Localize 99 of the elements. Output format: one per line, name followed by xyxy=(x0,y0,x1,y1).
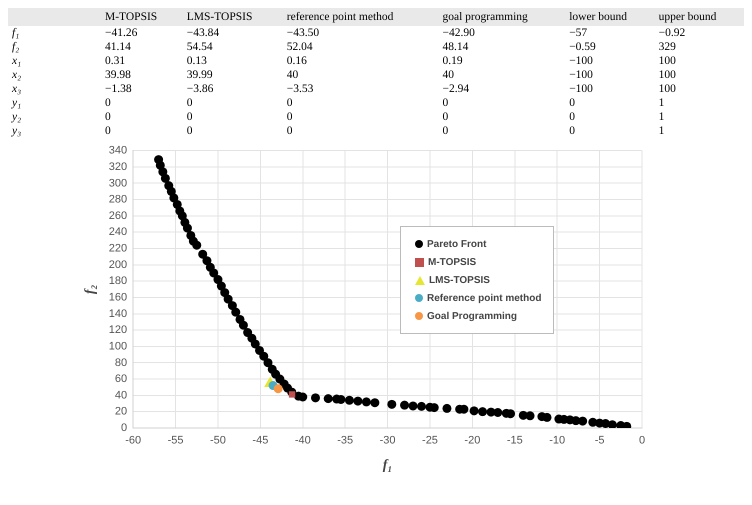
text: 0 xyxy=(569,125,575,137)
legend-label: Reference point method xyxy=(427,292,542,304)
x-tick-label: -10 xyxy=(549,434,566,447)
x-tick-label: 0 xyxy=(638,434,646,447)
text: 329 xyxy=(658,41,676,53)
text: 54.54 xyxy=(186,41,213,53)
text: −0.92 xyxy=(658,27,686,39)
y-tick-label: 240 xyxy=(108,226,128,238)
text: 100 xyxy=(658,69,676,81)
text: −43.84 xyxy=(186,27,220,39)
y-tick-label: 40 xyxy=(114,389,128,402)
text: −3.53 xyxy=(286,83,314,95)
text: 41.14 xyxy=(105,41,131,53)
text: 0.31 xyxy=(105,55,126,67)
y-tick-label: 20 xyxy=(114,406,128,418)
legend-label: M-TOPSIS xyxy=(428,256,476,268)
x-tick-label: -45 xyxy=(252,434,268,447)
y-tick-label: 220 xyxy=(108,242,128,255)
y-tick-label: 160 xyxy=(108,291,128,304)
text: −3.86 xyxy=(186,83,214,95)
category-label: M-TOPSIS xyxy=(104,10,158,25)
y-axis-title: f₂ xyxy=(83,284,98,294)
y-tick-label: 200 xyxy=(108,258,128,271)
text: 0 xyxy=(186,97,193,109)
text: 0 xyxy=(286,125,293,137)
text: −57 xyxy=(569,27,588,39)
text: 0 xyxy=(442,111,448,123)
category-label: y₂ xyxy=(12,111,22,123)
legend-label: Goal Programming xyxy=(427,310,518,322)
text: 0 xyxy=(442,125,448,137)
text: 39.98 xyxy=(105,69,131,81)
category-label: f₂ xyxy=(12,41,20,53)
y-tick-label: 0 xyxy=(121,422,128,434)
x-tick-label: -15 xyxy=(506,434,523,447)
x-tick-label: -20 xyxy=(464,434,480,447)
category-label: y₁ xyxy=(12,97,22,109)
x-tick-label: -60 xyxy=(125,434,142,447)
text: 40 xyxy=(442,69,454,81)
text: −100 xyxy=(569,55,593,67)
text: 48.14 xyxy=(442,41,468,53)
text: 0 xyxy=(186,125,193,137)
text: −42.90 xyxy=(442,27,475,39)
text: 40 xyxy=(286,69,298,81)
y-tick-label: 140 xyxy=(108,308,128,320)
x-tick-label: -30 xyxy=(380,434,396,447)
x-axis-title: f₁ xyxy=(382,458,392,474)
y-tick-label: 100 xyxy=(108,340,128,352)
legend-label: Pareto Front xyxy=(427,238,486,250)
y-tick-label: 260 xyxy=(108,210,128,222)
y-tick-label: 280 xyxy=(108,194,128,206)
x-tick-label: -35 xyxy=(337,434,354,447)
text: 0 xyxy=(442,97,448,109)
y-tick-label: 320 xyxy=(108,160,128,173)
text: −41.26 xyxy=(105,27,138,39)
text: 100 xyxy=(658,55,676,67)
text: −43.50 xyxy=(286,27,320,39)
x-tick-label: -25 xyxy=(422,434,438,447)
text: 52.04 xyxy=(286,41,313,53)
text: 0 xyxy=(286,97,293,109)
text: −2.94 xyxy=(442,83,470,95)
y-tick-label: 180 xyxy=(108,275,128,288)
point xyxy=(288,391,296,398)
text: 0.13 xyxy=(186,55,207,67)
category-label: x₁ xyxy=(12,55,22,67)
text: 1 xyxy=(658,125,664,137)
text: −1.38 xyxy=(105,83,132,95)
text: 0.16 xyxy=(286,55,307,67)
text: 0 xyxy=(569,97,575,109)
x-tick-label: -55 xyxy=(168,434,184,447)
text: −100 xyxy=(569,83,593,95)
category-label: f₁ xyxy=(12,27,20,39)
y-tick-label: 120 xyxy=(108,324,128,336)
text: 1 xyxy=(658,111,664,123)
x-tick-label: -5 xyxy=(594,434,604,447)
legend-label: LMS-TOPSIS xyxy=(429,274,490,286)
category-label: lower bound xyxy=(568,10,628,25)
text: 0 xyxy=(186,111,193,123)
category-label: x₂ xyxy=(12,69,22,81)
category-label: x₃ xyxy=(12,83,22,95)
category-label: LMS-TOPSIS xyxy=(186,10,254,25)
text: 1 xyxy=(658,97,664,109)
category-label: goal programming xyxy=(442,10,529,25)
text: −100 xyxy=(569,69,593,81)
text: 39.99 xyxy=(186,69,213,81)
text: 0 xyxy=(569,111,575,123)
category-label: y₃ xyxy=(12,125,22,137)
point xyxy=(274,384,283,394)
x-tick-label: -40 xyxy=(294,434,311,447)
y-tick-label: 340 xyxy=(108,144,128,157)
y-tick-label: 60 xyxy=(114,373,128,386)
category-label: upper bound xyxy=(658,10,718,25)
y-tick-label: 80 xyxy=(114,356,128,369)
text: 100 xyxy=(658,83,676,95)
category-label: reference point method xyxy=(286,10,394,25)
y-tick-label: 300 xyxy=(108,177,128,190)
x-tick-label: -50 xyxy=(210,434,226,447)
text: 0.19 xyxy=(442,55,463,67)
text: −0.59 xyxy=(569,41,596,53)
text: 0 xyxy=(286,111,293,123)
